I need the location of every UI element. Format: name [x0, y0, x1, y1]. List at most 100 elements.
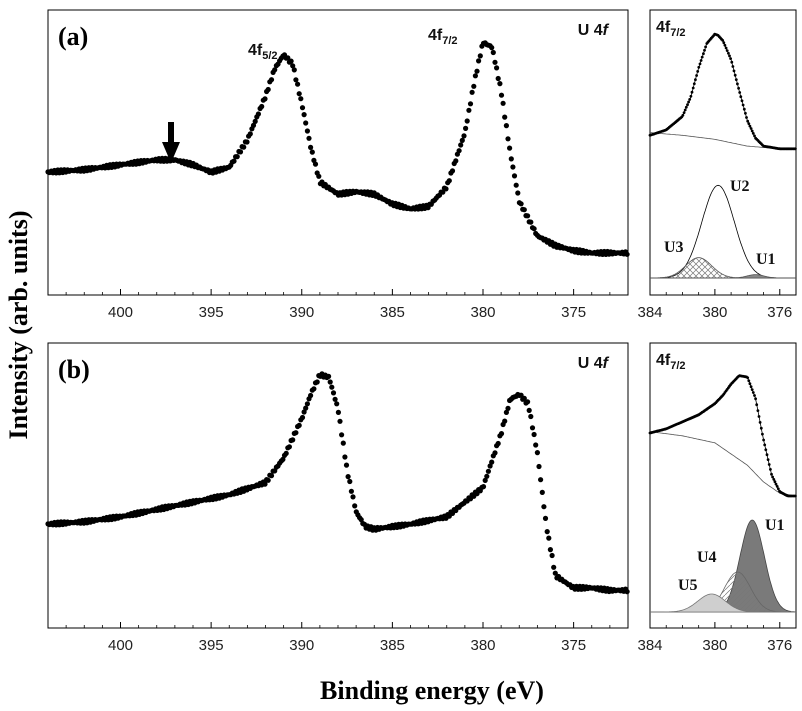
data-point	[498, 92, 505, 98]
data-point	[340, 440, 346, 446]
data-point	[753, 394, 756, 397]
data-point	[692, 82, 696, 86]
data-point	[531, 226, 537, 232]
data-point	[347, 478, 353, 485]
data-point	[337, 418, 343, 424]
data-point	[234, 154, 240, 160]
data-point	[440, 189, 446, 195]
data-point	[521, 207, 527, 213]
data-point	[746, 119, 750, 123]
data-point	[497, 81, 503, 87]
inset-corner-label-b: 4f7/2	[656, 352, 686, 372]
data-point	[741, 103, 745, 107]
data-point	[529, 425, 536, 431]
data-point	[528, 413, 534, 420]
data-point	[334, 401, 340, 407]
x-tick-label: 390	[289, 637, 314, 654]
data-point	[774, 482, 778, 486]
data-point	[293, 430, 299, 436]
data-point	[299, 414, 306, 421]
data-point	[737, 86, 740, 90]
data-point	[691, 86, 695, 90]
data-point	[725, 49, 729, 52]
data-point	[495, 440, 501, 447]
data-point	[546, 535, 552, 541]
data-point	[754, 397, 757, 401]
data-point	[525, 399, 531, 405]
data-point	[681, 113, 685, 117]
data-point	[472, 73, 478, 79]
x-tick-label: 375	[561, 637, 586, 654]
data-point	[727, 51, 730, 55]
data-point	[295, 81, 301, 87]
component-label-u4: U4	[697, 549, 717, 566]
x-tick-label: 375	[561, 304, 586, 321]
data-point	[446, 178, 452, 184]
x-tick-label: 380	[470, 637, 495, 654]
data-point	[747, 379, 751, 383]
data-point	[456, 148, 462, 154]
data-point	[747, 122, 751, 125]
data-point	[755, 403, 759, 407]
data-point	[729, 57, 732, 60]
data-point	[335, 409, 341, 415]
data-point	[241, 144, 247, 150]
data-point	[299, 105, 306, 111]
data-point	[464, 118, 470, 124]
data-point	[467, 101, 474, 107]
data-point	[262, 481, 268, 487]
data-point	[704, 45, 707, 49]
data-point	[482, 477, 488, 483]
data-point	[311, 386, 317, 392]
data-point	[312, 161, 319, 167]
data-point	[326, 373, 332, 379]
data-point	[288, 58, 294, 64]
data-point	[538, 477, 544, 483]
data-point	[533, 442, 539, 448]
data-point	[513, 182, 519, 188]
data-point	[699, 59, 703, 62]
data-point	[262, 96, 268, 102]
data-point	[750, 388, 754, 391]
data-point	[301, 409, 307, 415]
data-point	[721, 39, 725, 42]
data-point	[687, 100, 690, 104]
data-point	[350, 494, 356, 500]
data-point	[511, 173, 518, 179]
data-point	[330, 390, 337, 396]
data-point	[767, 463, 771, 466]
data-point	[549, 552, 555, 559]
data-point	[301, 112, 307, 118]
data-point	[761, 432, 764, 436]
data-point	[531, 431, 537, 438]
data-point	[525, 213, 531, 219]
plot-layer: 400 395 390 385 380 375 384 380 376 400 395 390 385 3…	[45, 32, 797, 654]
data-point	[329, 384, 335, 390]
x-axis-title: Binding energy (eV)	[320, 676, 544, 705]
data-point	[500, 100, 506, 106]
data-point	[528, 219, 534, 225]
data-point	[308, 144, 314, 150]
data-point	[696, 70, 700, 73]
data-point	[265, 477, 271, 483]
data-point	[237, 149, 244, 155]
data-point	[314, 379, 320, 385]
data-point	[765, 453, 769, 457]
data-point	[290, 437, 296, 443]
data-point	[703, 48, 706, 52]
data-point	[694, 78, 697, 82]
data-point	[682, 111, 686, 114]
data-point	[494, 65, 500, 71]
data-point	[750, 129, 754, 133]
data-point	[498, 431, 505, 437]
component-label-u5: U5	[678, 577, 698, 594]
inset-corner-label-a: 4f7/2	[656, 19, 686, 39]
data-point	[515, 190, 521, 196]
data-point	[776, 487, 780, 491]
data-point	[255, 111, 261, 117]
data-point	[518, 201, 524, 207]
data-point	[751, 391, 755, 394]
data-point	[471, 83, 477, 89]
data-point	[244, 139, 250, 145]
data-point	[268, 77, 275, 83]
